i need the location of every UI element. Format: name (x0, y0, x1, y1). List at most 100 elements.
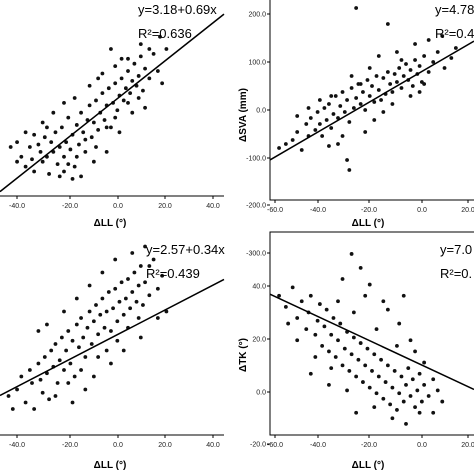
data-point (141, 88, 145, 93)
data-point (66, 381, 71, 385)
data-point (426, 70, 431, 74)
data-point (51, 110, 56, 115)
data-point (38, 377, 43, 382)
data-point (8, 145, 13, 149)
data-point (79, 368, 83, 372)
data-point (370, 84, 374, 88)
data-point (390, 102, 395, 106)
data-point (30, 157, 34, 162)
data-point (340, 277, 345, 281)
data-point (72, 96, 77, 100)
x-tick-label: 0.0 (113, 442, 123, 449)
data-point (89, 135, 94, 140)
data-point (390, 416, 395, 421)
data-point (374, 327, 379, 332)
data-point (408, 338, 413, 343)
data-point (27, 368, 32, 372)
data-point (126, 277, 130, 281)
x-tick-label: -20.0 (62, 203, 78, 210)
data-point (374, 391, 379, 396)
x-tick-label: 20.0 (158, 203, 172, 210)
data-point (422, 382, 427, 387)
data-point (89, 342, 94, 346)
data-point (83, 137, 88, 142)
data-point (299, 148, 304, 152)
data-point (401, 399, 406, 404)
data-point (422, 360, 427, 365)
data-point (317, 302, 322, 306)
data-point (363, 130, 368, 134)
data-point (376, 54, 381, 58)
data-point (361, 90, 365, 94)
data-point (15, 387, 19, 392)
data-point (374, 74, 379, 78)
scatter-panel-bottom-left: -40.0 -20.0 0.0 20.0 40.0 y=2.57+0.34x R²=0.43… (0, 242, 225, 471)
data-point (336, 142, 340, 146)
data-point (62, 154, 66, 159)
data-point (55, 381, 60, 385)
x-tick-label: 40.0 (206, 203, 220, 210)
data-point (372, 100, 377, 104)
data-point (151, 52, 156, 56)
data-point (36, 361, 41, 366)
data-point (147, 264, 152, 268)
x-tick-label: -40.0 (310, 207, 326, 214)
data-point (160, 81, 165, 86)
data-point (431, 60, 436, 64)
data-point (383, 380, 388, 384)
data-point (333, 355, 338, 359)
data-point (49, 140, 54, 145)
data-point (147, 293, 152, 298)
data-point (72, 164, 77, 169)
data-point (295, 114, 300, 118)
x-axis-label: ΔLL (°) (94, 218, 127, 229)
data-point (358, 102, 363, 106)
data-point (363, 108, 368, 112)
data-point (164, 47, 169, 51)
data-point (422, 82, 427, 86)
regression-line (0, 278, 225, 397)
x-tick-label: 20.0 (461, 207, 474, 214)
data-point (354, 6, 359, 10)
data-point (367, 94, 372, 98)
data-point (94, 98, 98, 103)
data-point (415, 388, 420, 393)
data-point (313, 332, 318, 337)
data-point (87, 309, 92, 314)
data-point (417, 371, 422, 376)
data-point (399, 58, 404, 62)
data-point (395, 408, 399, 412)
data-point (70, 338, 75, 343)
data-point (363, 363, 368, 368)
data-point (19, 374, 24, 379)
data-point (440, 399, 445, 404)
data-point (381, 299, 386, 304)
data-point (132, 270, 137, 275)
data-point (358, 341, 363, 345)
data-point (74, 123, 79, 127)
data-point (160, 273, 165, 278)
data-point (345, 98, 349, 102)
data-point (354, 374, 359, 379)
data-point (32, 407, 37, 411)
data-point (57, 358, 62, 363)
data-point (342, 346, 347, 351)
data-point (113, 286, 118, 291)
data-point (130, 110, 135, 115)
data-point (40, 159, 45, 164)
data-point (113, 81, 118, 86)
data-point (10, 407, 15, 411)
data-point (40, 120, 45, 125)
data-point (392, 72, 397, 76)
data-point (410, 377, 415, 382)
data-point (36, 142, 41, 147)
data-point (104, 150, 109, 154)
data-point (126, 56, 130, 61)
data-point (358, 265, 363, 270)
data-point (79, 174, 83, 179)
data-point (290, 285, 295, 290)
data-point (79, 316, 83, 320)
data-point (408, 94, 413, 98)
data-point (66, 329, 71, 333)
data-point (126, 69, 130, 73)
